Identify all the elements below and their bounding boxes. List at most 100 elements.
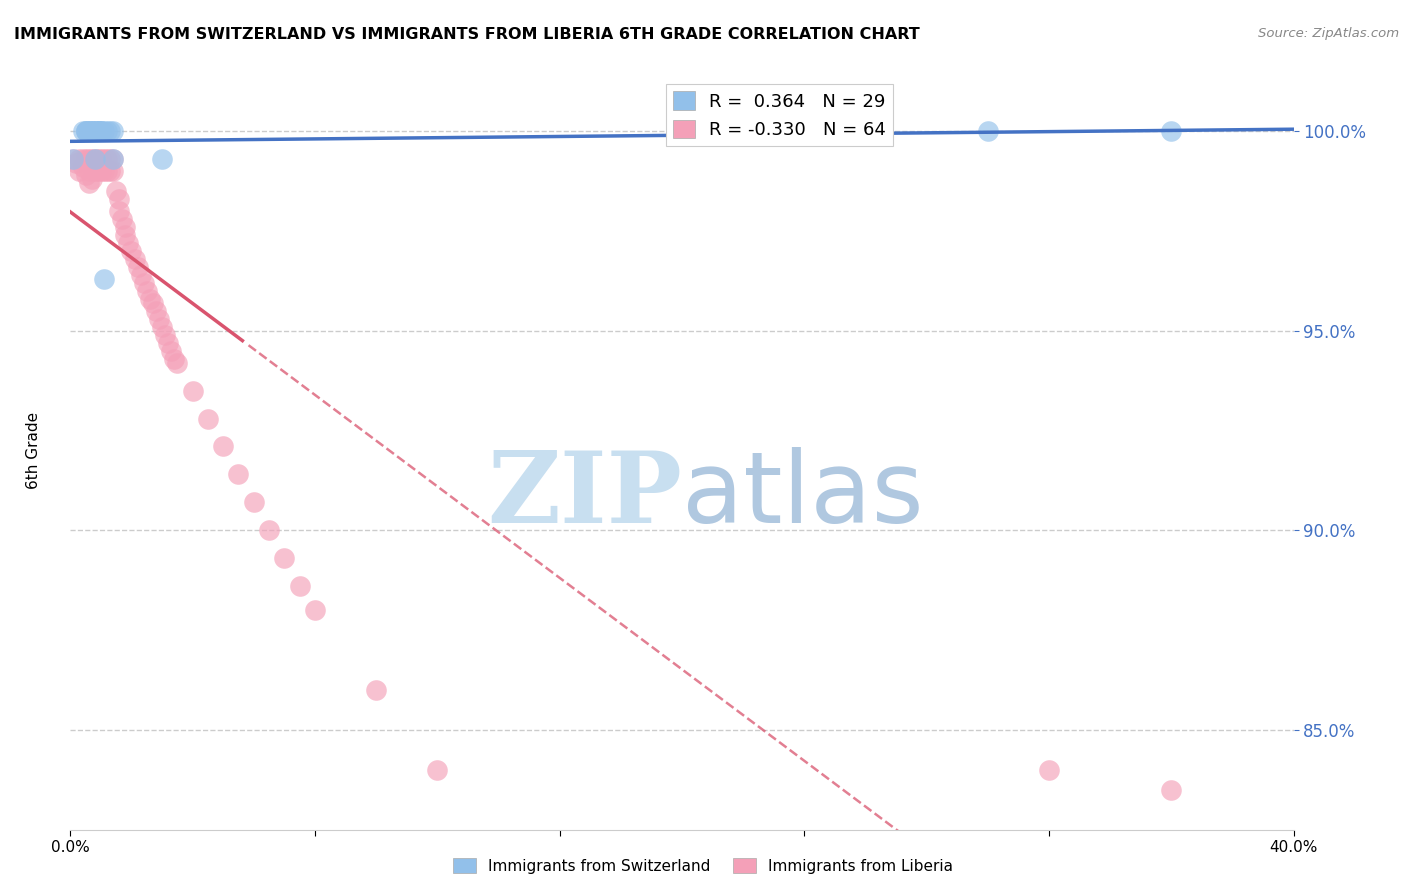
Legend: Immigrants from Switzerland, Immigrants from Liberia: Immigrants from Switzerland, Immigrants …	[447, 852, 959, 880]
Point	[87, 124, 110, 138]
Point	[142, 295, 165, 310]
Point	[124, 252, 146, 266]
Point	[1038, 763, 1060, 777]
Point	[117, 235, 139, 250]
Point	[72, 160, 94, 174]
Point	[257, 523, 280, 537]
Point	[96, 152, 118, 166]
Point	[108, 204, 131, 219]
Point	[90, 152, 112, 166]
Point	[114, 227, 136, 242]
Point	[69, 152, 91, 166]
Point	[163, 351, 186, 366]
Point	[304, 603, 326, 617]
Point	[157, 335, 180, 350]
Text: atlas: atlas	[682, 448, 924, 544]
Point	[80, 172, 103, 186]
Point	[90, 124, 112, 138]
Point	[72, 124, 94, 138]
Point	[1160, 124, 1182, 138]
Text: 6th Grade: 6th Grade	[27, 412, 41, 489]
Point	[75, 152, 97, 166]
Point	[101, 152, 124, 166]
Legend: R =  0.364   N = 29, R = -0.330   N = 64: R = 0.364 N = 29, R = -0.330 N = 64	[665, 84, 893, 146]
Point	[288, 579, 311, 593]
Text: IMMIGRANTS FROM SWITZERLAND VS IMMIGRANTS FROM LIBERIA 6TH GRADE CORRELATION CHA: IMMIGRANTS FROM SWITZERLAND VS IMMIGRANT…	[14, 27, 920, 42]
Point	[228, 467, 250, 482]
Point	[181, 384, 204, 398]
Point	[87, 164, 110, 178]
Point	[153, 327, 176, 342]
Point	[75, 168, 97, 182]
Point	[93, 164, 115, 178]
Point	[90, 124, 112, 138]
Text: Source: ZipAtlas.com: Source: ZipAtlas.com	[1258, 27, 1399, 40]
Point	[127, 260, 149, 274]
Point	[77, 124, 100, 138]
Point	[72, 152, 94, 166]
Point	[105, 184, 128, 198]
Point	[80, 160, 103, 174]
Point	[77, 164, 100, 178]
Point	[83, 124, 105, 138]
Point	[166, 356, 188, 370]
Point	[83, 124, 105, 138]
Point	[62, 152, 84, 166]
Point	[75, 124, 97, 138]
Point	[80, 124, 103, 138]
Point	[212, 440, 235, 454]
Point	[366, 682, 388, 697]
Point	[65, 156, 87, 170]
Point	[77, 152, 100, 166]
Point	[75, 124, 97, 138]
Point	[87, 124, 110, 138]
Point	[111, 212, 134, 227]
Point	[75, 124, 97, 138]
Point	[80, 124, 103, 138]
Point	[93, 272, 115, 286]
Point	[243, 495, 266, 509]
Point	[160, 343, 183, 358]
Point	[101, 164, 124, 178]
Point	[150, 319, 173, 334]
Point	[148, 311, 170, 326]
Point	[83, 152, 105, 166]
Point	[139, 292, 162, 306]
Point	[98, 152, 121, 166]
Point	[197, 411, 219, 425]
Point	[96, 124, 118, 138]
Point	[129, 268, 152, 282]
Point	[426, 763, 449, 777]
Point	[69, 164, 91, 178]
Point	[114, 219, 136, 234]
Point	[93, 152, 115, 166]
Text: ZIP: ZIP	[486, 448, 682, 544]
Point	[121, 244, 143, 258]
Point	[87, 152, 110, 166]
Point	[1160, 782, 1182, 797]
Point	[77, 176, 100, 190]
Point	[96, 164, 118, 178]
Point	[83, 164, 105, 178]
Point	[90, 164, 112, 178]
Point	[150, 152, 173, 166]
Point	[101, 152, 124, 166]
Point	[733, 124, 755, 138]
Point	[98, 164, 121, 178]
Point	[90, 124, 112, 138]
Point	[62, 152, 84, 166]
Point	[135, 284, 157, 298]
Point	[83, 152, 105, 166]
Point	[98, 124, 121, 138]
Point	[77, 124, 100, 138]
Point	[80, 152, 103, 166]
Point	[132, 276, 155, 290]
Point	[273, 551, 295, 566]
Point	[101, 124, 124, 138]
Point	[80, 124, 103, 138]
Point	[976, 124, 998, 138]
Point	[93, 124, 115, 138]
Point	[87, 124, 110, 138]
Point	[145, 303, 167, 318]
Point	[108, 192, 131, 206]
